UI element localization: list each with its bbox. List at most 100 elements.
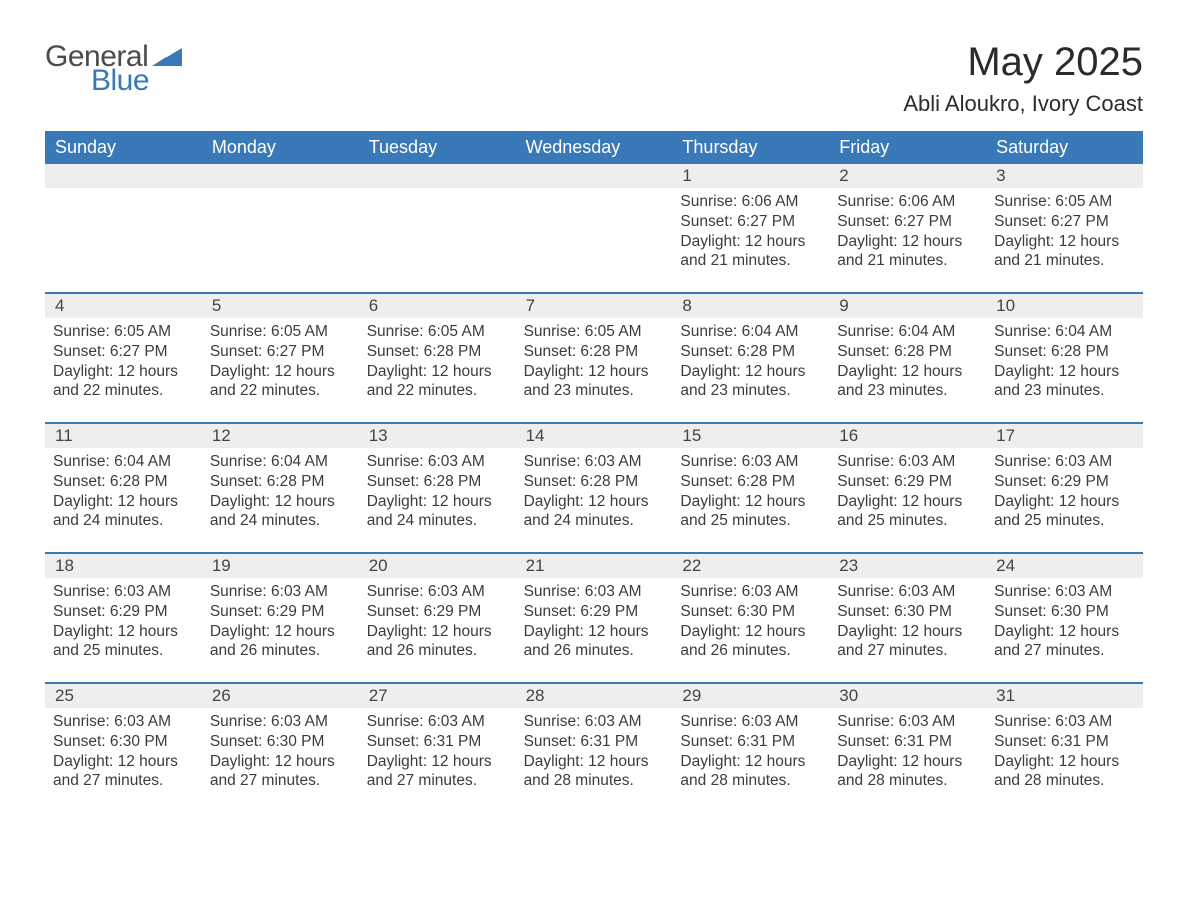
daylight2-label: and 22 minutes. bbox=[210, 381, 351, 401]
date-number: 4 bbox=[45, 294, 202, 318]
calendar-cell bbox=[359, 164, 516, 292]
calendar-cell: 30Sunrise: 6:03 AMSunset: 6:31 PMDayligh… bbox=[829, 684, 986, 812]
daylight2-label: and 27 minutes. bbox=[367, 771, 508, 791]
calendar-cell: 15Sunrise: 6:03 AMSunset: 6:28 PMDayligh… bbox=[672, 424, 829, 552]
calendar-cell: 29Sunrise: 6:03 AMSunset: 6:31 PMDayligh… bbox=[672, 684, 829, 812]
calendar-cell: 12Sunrise: 6:04 AMSunset: 6:28 PMDayligh… bbox=[202, 424, 359, 552]
sunset-label: Sunset: 6:29 PM bbox=[837, 472, 978, 492]
date-number: 28 bbox=[516, 684, 673, 708]
sunrise-label: Sunrise: 6:03 AM bbox=[367, 712, 508, 732]
calendar-cell: 31Sunrise: 6:03 AMSunset: 6:31 PMDayligh… bbox=[986, 684, 1143, 812]
daylight2-label: and 25 minutes. bbox=[994, 511, 1135, 531]
daylight1-label: Daylight: 12 hours bbox=[524, 492, 665, 512]
week-row: 18Sunrise: 6:03 AMSunset: 6:29 PMDayligh… bbox=[45, 552, 1143, 682]
calendar-cell: 16Sunrise: 6:03 AMSunset: 6:29 PMDayligh… bbox=[829, 424, 986, 552]
sunrise-label: Sunrise: 6:06 AM bbox=[837, 192, 978, 212]
sunset-label: Sunset: 6:29 PM bbox=[524, 602, 665, 622]
daylight1-label: Daylight: 12 hours bbox=[837, 752, 978, 772]
daylight1-label: Daylight: 12 hours bbox=[994, 752, 1135, 772]
sunrise-label: Sunrise: 6:03 AM bbox=[524, 712, 665, 732]
sunrise-label: Sunrise: 6:05 AM bbox=[210, 322, 351, 342]
date-number: 31 bbox=[986, 684, 1143, 708]
sunset-label: Sunset: 6:27 PM bbox=[994, 212, 1135, 232]
calendar-cell: 23Sunrise: 6:03 AMSunset: 6:30 PMDayligh… bbox=[829, 554, 986, 682]
daylight2-label: and 21 minutes. bbox=[837, 251, 978, 271]
daylight2-label: and 24 minutes. bbox=[210, 511, 351, 531]
sunrise-label: Sunrise: 6:03 AM bbox=[210, 582, 351, 602]
daylight2-label: and 26 minutes. bbox=[367, 641, 508, 661]
daylight2-label: and 24 minutes. bbox=[53, 511, 194, 531]
daylight1-label: Daylight: 12 hours bbox=[524, 752, 665, 772]
date-number: 9 bbox=[829, 294, 986, 318]
daylight2-label: and 23 minutes. bbox=[994, 381, 1135, 401]
sunrise-label: Sunrise: 6:03 AM bbox=[994, 712, 1135, 732]
date-number: 6 bbox=[359, 294, 516, 318]
date-number: 11 bbox=[45, 424, 202, 448]
sunrise-label: Sunrise: 6:03 AM bbox=[994, 582, 1135, 602]
date-number: 2 bbox=[829, 164, 986, 188]
location-label: Abli Aloukro, Ivory Coast bbox=[903, 91, 1143, 117]
calendar-cell: 22Sunrise: 6:03 AMSunset: 6:30 PMDayligh… bbox=[672, 554, 829, 682]
daylight2-label: and 25 minutes. bbox=[837, 511, 978, 531]
sunrise-label: Sunrise: 6:03 AM bbox=[367, 582, 508, 602]
daylight1-label: Daylight: 12 hours bbox=[367, 622, 508, 642]
daylight1-label: Daylight: 12 hours bbox=[680, 752, 821, 772]
date-number: 5 bbox=[202, 294, 359, 318]
day-header-tuesday: Tuesday bbox=[359, 131, 516, 164]
date-number: 22 bbox=[672, 554, 829, 578]
sunrise-label: Sunrise: 6:03 AM bbox=[680, 712, 821, 732]
day-header-friday: Friday bbox=[829, 131, 986, 164]
date-number: 12 bbox=[202, 424, 359, 448]
sunrise-label: Sunrise: 6:05 AM bbox=[994, 192, 1135, 212]
day-header-sunday: Sunday bbox=[45, 131, 202, 164]
calendar-cell: 24Sunrise: 6:03 AMSunset: 6:30 PMDayligh… bbox=[986, 554, 1143, 682]
daylight2-label: and 28 minutes. bbox=[837, 771, 978, 791]
calendar-cell: 9Sunrise: 6:04 AMSunset: 6:28 PMDaylight… bbox=[829, 294, 986, 422]
sunset-label: Sunset: 6:30 PM bbox=[837, 602, 978, 622]
daylight1-label: Daylight: 12 hours bbox=[210, 752, 351, 772]
daylight1-label: Daylight: 12 hours bbox=[837, 362, 978, 382]
calendar-cell bbox=[516, 164, 673, 292]
sunset-label: Sunset: 6:28 PM bbox=[53, 472, 194, 492]
sunset-label: Sunset: 6:30 PM bbox=[53, 732, 194, 752]
day-header-row: Sunday Monday Tuesday Wednesday Thursday… bbox=[45, 131, 1143, 164]
daylight1-label: Daylight: 12 hours bbox=[210, 492, 351, 512]
daylight1-label: Daylight: 12 hours bbox=[837, 232, 978, 252]
daylight2-label: and 25 minutes. bbox=[680, 511, 821, 531]
sunrise-label: Sunrise: 6:03 AM bbox=[53, 712, 194, 732]
logo-word-blue: Blue bbox=[91, 64, 149, 98]
calendar-cell: 11Sunrise: 6:04 AMSunset: 6:28 PMDayligh… bbox=[45, 424, 202, 552]
calendar-cell: 7Sunrise: 6:05 AMSunset: 6:28 PMDaylight… bbox=[516, 294, 673, 422]
sunset-label: Sunset: 6:28 PM bbox=[367, 342, 508, 362]
sunset-label: Sunset: 6:29 PM bbox=[53, 602, 194, 622]
date-number: 30 bbox=[829, 684, 986, 708]
daylight1-label: Daylight: 12 hours bbox=[53, 362, 194, 382]
daylight1-label: Daylight: 12 hours bbox=[367, 752, 508, 772]
calendar-cell: 14Sunrise: 6:03 AMSunset: 6:28 PMDayligh… bbox=[516, 424, 673, 552]
daylight2-label: and 26 minutes. bbox=[680, 641, 821, 661]
sunset-label: Sunset: 6:31 PM bbox=[680, 732, 821, 752]
week-row: 1 Sunrise: 6:06 AM Sunset: 6:27 PM Daylight… bbox=[45, 164, 1143, 292]
daylight1-label: Daylight: 12 hours bbox=[210, 622, 351, 642]
header: General Blue May 2025 Abli Aloukro, Ivor… bbox=[45, 40, 1143, 117]
daylight2-label: and 24 minutes. bbox=[367, 511, 508, 531]
date-number: 10 bbox=[986, 294, 1143, 318]
sunrise-label: Sunrise: 6:03 AM bbox=[837, 452, 978, 472]
day-header-saturday: Saturday bbox=[986, 131, 1143, 164]
date-number: 1 bbox=[672, 164, 829, 188]
calendar-cell: 27Sunrise: 6:03 AMSunset: 6:31 PMDayligh… bbox=[359, 684, 516, 812]
calendar-cell: 13Sunrise: 6:03 AMSunset: 6:28 PMDayligh… bbox=[359, 424, 516, 552]
calendar-cell: 5Sunrise: 6:05 AMSunset: 6:27 PMDaylight… bbox=[202, 294, 359, 422]
daylight1-label: Daylight: 12 hours bbox=[367, 492, 508, 512]
date-number bbox=[45, 164, 202, 188]
sunrise-label: Sunrise: 6:03 AM bbox=[837, 582, 978, 602]
sunrise-label: Sunrise: 6:04 AM bbox=[210, 452, 351, 472]
sunrise-label: Sunrise: 6:03 AM bbox=[524, 582, 665, 602]
sunset-label: Sunset: 6:31 PM bbox=[367, 732, 508, 752]
logo: General Blue bbox=[45, 40, 182, 98]
sunset-label: Sunset: 6:29 PM bbox=[210, 602, 351, 622]
day-header-wednesday: Wednesday bbox=[516, 131, 673, 164]
sunset-label: Sunset: 6:29 PM bbox=[367, 602, 508, 622]
sunset-label: Sunset: 6:28 PM bbox=[524, 342, 665, 362]
calendar-cell: 18Sunrise: 6:03 AMSunset: 6:29 PMDayligh… bbox=[45, 554, 202, 682]
